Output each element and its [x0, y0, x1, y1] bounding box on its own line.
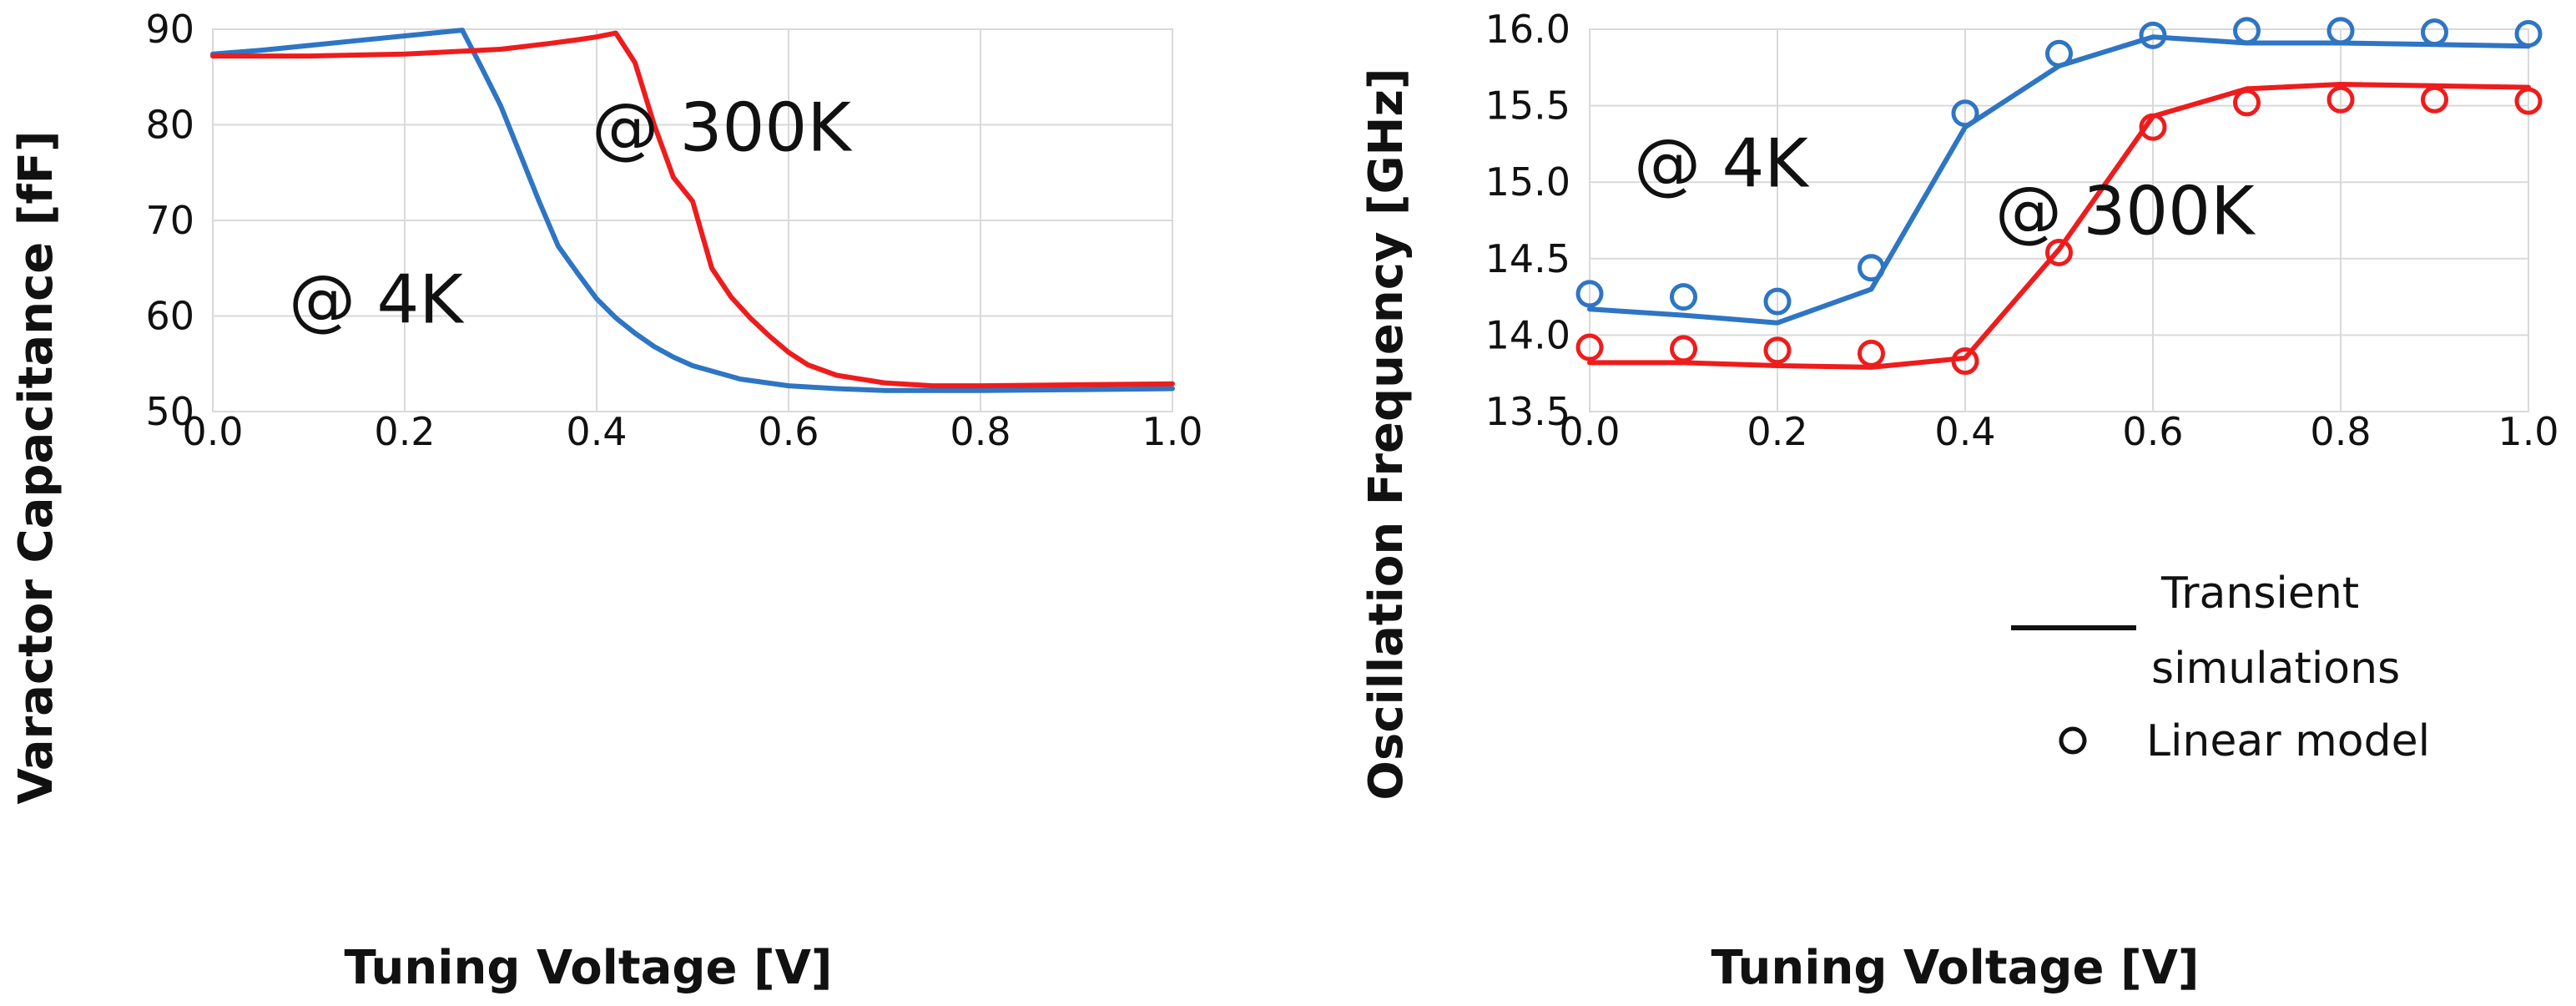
capacitance-x-tick-label: 0.6 [758, 409, 819, 454]
frequency-marker-point [1951, 347, 1979, 376]
frequency-y-ticks: 13.5 14.0 14.5 15.0 15.5 16.0 [1485, 7, 1570, 434]
capacitance-y-tick-label: 50 [145, 389, 194, 434]
frequency-marker-point [2421, 18, 2448, 47]
frequency-marker-point [2326, 17, 2355, 45]
capacitance-x-ticks: 0.0 0.2 0.4 0.6 0.8 1.0 [182, 409, 1202, 454]
frequency-series-300k-transient-line [1587, 82, 2531, 370]
frequency-annotation: @ 4K [1634, 125, 1810, 203]
frequency-y-tick-label: 14.5 [1485, 236, 1570, 281]
frequency-y-tick-label: 15.0 [1485, 159, 1570, 205]
frequency-annotations: @ 4K @ 300K [1634, 125, 2256, 250]
capacitance-x-tick-label: 0.4 [566, 409, 627, 454]
frequency-marker-point [1670, 335, 1697, 363]
frequency-x-tick-label: 0.8 [2310, 409, 2371, 454]
frequency-x-tick-label: 1.0 [2498, 409, 2558, 454]
capacitance-annotation: @ 300K [592, 88, 853, 166]
frequency-series-4k-linear-model [1575, 17, 2543, 316]
frequency-marker-point [2045, 39, 2073, 68]
capacitance-x-axis-label: Tuning Voltage [V] [344, 941, 832, 995]
frequency-y-axis-label: Oscillation Frequency [GHz] [1359, 68, 1414, 800]
frequency-x-tick-label: 0.4 [1934, 409, 1995, 454]
capacitance-grid [212, 28, 1173, 412]
capacitance-annotations: @ 300K @ 4K [289, 88, 853, 338]
capacitance-x-tick-label: 1.0 [1142, 409, 1202, 454]
frequency-x-tick-label: 0.2 [1747, 409, 1807, 454]
legend-transient-line1: Transient [2160, 569, 2359, 619]
frequency-marker-point [2514, 87, 2543, 115]
capacitance-y-tick-label: 60 [145, 294, 194, 339]
capacitance-y-axis-label: Varactor Capacitance [fF] [9, 130, 63, 804]
frequency-marker-point [1575, 333, 1604, 361]
capacitance-series [210, 28, 1175, 393]
frequency-marker-point [1575, 280, 1604, 308]
frequency-x-axis-label: Tuning Voltage [V] [1711, 941, 2199, 995]
frequency-annotation: @ 300K [1995, 172, 2256, 250]
frequency-y-tick-label: 16.0 [1485, 7, 1570, 52]
legend-linear-model: Linear model [2146, 716, 2430, 766]
frequency-series [1575, 17, 2543, 376]
frequency-grid [1589, 28, 2529, 412]
frequency-marker-point [2514, 19, 2543, 48]
frequency-marker-point [1858, 339, 1885, 367]
frequency-marker-point [2421, 85, 2448, 114]
frequency-x-tick-label: 0.0 [1559, 409, 1620, 454]
frequency-marker-point [2233, 88, 2261, 117]
capacitance-series-4k-line [210, 28, 1175, 393]
capacitance-chart: 50 60 70 80 90 0.0 0.2 0.4 0.6 0.8 1.0 Tuning Vol… [9, 7, 1203, 995]
frequency-marker-point [1763, 336, 1792, 365]
capacitance-y-tick-label: 90 [145, 7, 194, 52]
capacitance-x-tick-label: 0.0 [182, 409, 243, 454]
frequency-marker-point [1670, 283, 1697, 311]
frequency-x-tick-label: 0.6 [2122, 409, 2183, 454]
capacitance-y-ticks: 50 60 70 80 90 [145, 7, 194, 434]
capacitance-annotation: @ 4K [289, 261, 465, 339]
frequency-marker-point [1951, 99, 1979, 128]
capacitance-y-tick-label: 70 [145, 198, 194, 243]
capacitance-series-300k-line [210, 30, 1175, 389]
frequency-y-tick-label: 13.5 [1485, 389, 1570, 434]
capacitance-y-tick-label: 80 [145, 103, 194, 148]
legend: Transient simulations Linear model [2011, 569, 2430, 766]
frequency-marker-point [2233, 17, 2261, 45]
frequency-y-tick-label: 15.5 [1485, 83, 1570, 129]
frequency-marker-point [2326, 85, 2355, 114]
frequency-series-300k-linear-model [1575, 85, 2543, 376]
legend-transient-line2: simulations [2151, 644, 2400, 694]
frequency-marker-point [2045, 238, 2073, 266]
frequency-y-tick-label: 14.0 [1485, 312, 1570, 357]
frequency-chart: 13.5 14.0 14.5 15.0 15.5 16.0 0.0 0.2 0.4 0.6 0.8… [1359, 7, 2559, 995]
legend-circle-marker [2059, 726, 2087, 755]
capacitance-x-tick-label: 0.8 [950, 409, 1011, 454]
capacitance-x-tick-label: 0.2 [374, 409, 435, 454]
frequency-marker-point [2139, 21, 2167, 49]
frequency-marker-point [1763, 287, 1792, 316]
frequency-x-ticks: 0.0 0.2 0.4 0.6 0.8 1.0 [1559, 409, 2558, 454]
frequency-marker-point [2139, 113, 2167, 141]
frequency-marker-point [1858, 254, 1885, 282]
